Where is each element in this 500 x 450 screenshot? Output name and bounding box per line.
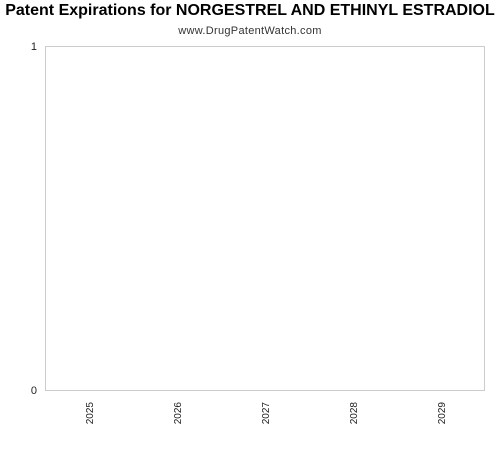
plot-area-frame xyxy=(45,46,485,391)
x-tick-label-2029: 2029 xyxy=(437,402,448,425)
x-tick-label-2026: 2026 xyxy=(173,402,184,425)
x-axis-ticks: 2025 2026 2027 2028 2029 xyxy=(85,402,448,425)
x-tick-label-2028: 2028 xyxy=(349,402,360,425)
chart-title: Patent Expirations for NORGESTREL AND ET… xyxy=(5,2,495,19)
y-tick-label-1: 1 xyxy=(31,41,37,53)
y-axis-ticks: 01 xyxy=(31,41,37,397)
x-tick-label-2025: 2025 xyxy=(85,402,96,425)
x-tick-label-2027: 2027 xyxy=(261,402,272,425)
chart-subtitle: www.DrugPatentWatch.com xyxy=(178,25,322,37)
y-tick-label-0: 0 xyxy=(31,385,37,397)
